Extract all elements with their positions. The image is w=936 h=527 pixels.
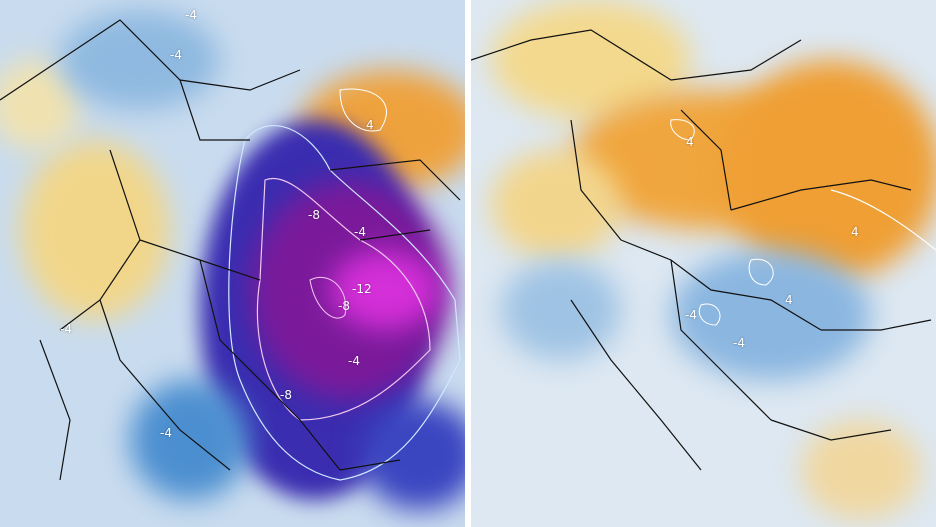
contour-label: 4 bbox=[851, 225, 859, 239]
map-borders bbox=[471, 29, 936, 471]
right-map-panel: 4 4 -4 -4 4 bbox=[471, 0, 936, 527]
contour-label: -4 bbox=[160, 426, 172, 440]
map-borders bbox=[0, 19, 461, 481]
contour-label: -4 bbox=[733, 336, 745, 350]
cold-anomaly-alps bbox=[501, 260, 621, 360]
contour-label: -4 bbox=[185, 8, 197, 22]
cold-anomaly-italy bbox=[130, 380, 250, 500]
contour-label: -4 bbox=[170, 48, 182, 62]
warm-anomaly-east bbox=[721, 60, 936, 280]
warm-anomaly-west bbox=[491, 150, 621, 260]
cold-anomaly-southeast bbox=[360, 400, 465, 510]
cold-anomaly-balkans bbox=[671, 250, 871, 380]
cold-anomaly-north bbox=[60, 10, 220, 110]
contour-label: -12 bbox=[352, 282, 372, 296]
contour-label: 4 bbox=[785, 293, 793, 307]
contour-label: -4 bbox=[348, 354, 360, 368]
contour-label: 4 bbox=[686, 135, 694, 149]
warm-anomaly-west bbox=[20, 140, 170, 320]
contour-label: -4 bbox=[685, 308, 697, 322]
contour-label: -8 bbox=[280, 388, 292, 402]
contour-label: -4 bbox=[354, 225, 366, 239]
contour-label: -8 bbox=[308, 208, 320, 222]
left-map-panel: -4 -4 4 -8 -4 -12 -8 -4 -4 -8 -4 bbox=[0, 0, 465, 527]
contour-label: 4 bbox=[366, 118, 374, 132]
panel-divider bbox=[465, 0, 471, 527]
contour-label: -4 bbox=[60, 322, 72, 336]
extreme-cold-anomaly bbox=[330, 250, 440, 330]
contour-label: -8 bbox=[338, 299, 350, 313]
